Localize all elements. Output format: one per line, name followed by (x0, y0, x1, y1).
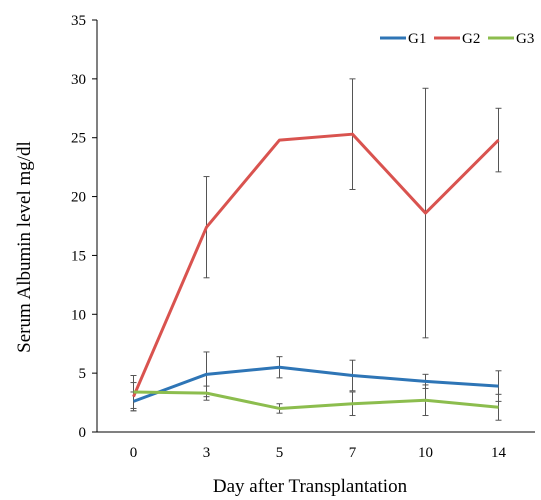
legend: G1 G2 G3 (380, 31, 534, 47)
y-tick-label: 30 (71, 72, 86, 88)
x-tick-label: 5 (276, 445, 284, 461)
x-axis-title: Day after Transplantation (213, 476, 408, 497)
y-tick-label: 10 (71, 307, 86, 323)
x-tick-label: 14 (491, 445, 507, 461)
error-bars (130, 78, 502, 421)
series-line-g1 (132, 365, 499, 403)
series-line-g2 (132, 132, 500, 398)
legend-label-g1: G1 (408, 31, 426, 47)
y-tick-label: 35 (71, 13, 86, 29)
x-tick-label: 3 (203, 445, 211, 461)
y-tick-label: 25 (71, 131, 86, 147)
legend-label-g3: G3 (516, 31, 534, 47)
legend-label-g2: G2 (462, 31, 480, 47)
series-lines (132, 132, 500, 410)
y-tick-label: 15 (71, 248, 86, 264)
x-tick-label: 7 (349, 445, 357, 461)
y-tick-label: 5 (79, 366, 87, 382)
y-axis-title: Serum Albumin level mg/dl (14, 141, 35, 353)
x-tick-label: 0 (130, 445, 138, 461)
y-tick-label: 20 (71, 190, 86, 206)
y-tick-label: 0 (79, 425, 87, 441)
series-line-g3 (133, 390, 499, 410)
x-tick-label: 10 (418, 445, 433, 461)
